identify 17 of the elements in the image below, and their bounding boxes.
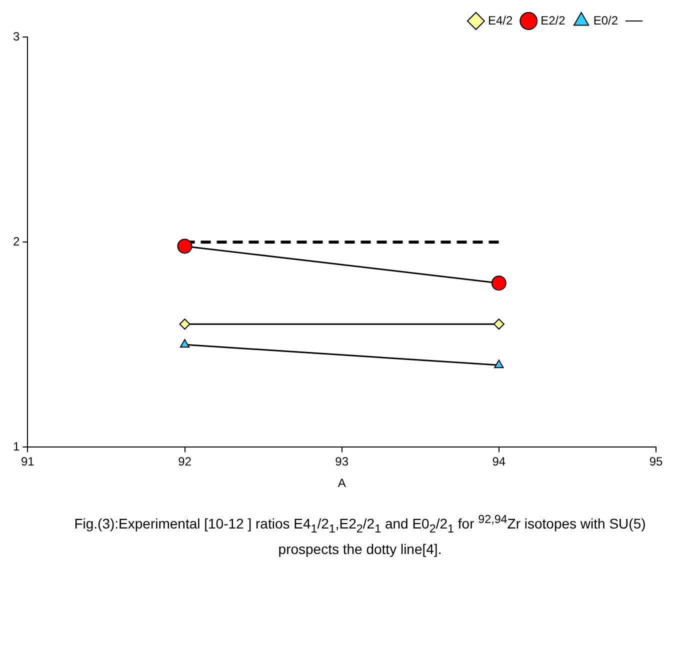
point (179, 318, 190, 330)
x-tick-label: 93 (335, 454, 349, 469)
x-tick-label: 91 (20, 454, 35, 469)
x-tick-label: 92 (178, 454, 192, 469)
legend-label: E4/2 (488, 13, 513, 28)
text: Fig.(3):Experimental [10-12 ] ratios E4$_{1}$/2$_{1}$,E2$_{2}$/2$_{1}$ and E0$_{2}$/2$_{1}$ for $^{92,94}$Zr isotopes with SU(5) prospects the dotty line[4]. (74, 513, 646, 558)
x-tick-label: 95 (649, 454, 663, 469)
y-tick-label: 2 (12, 234, 20, 248)
x-tick-label: 94 (492, 454, 506, 469)
x-axis-title: A (338, 476, 346, 490)
point (491, 276, 506, 291)
point (493, 318, 504, 330)
y-tick-label: 1 (12, 440, 20, 454)
legend-label: E0/2 (593, 13, 618, 28)
legend-label: E2/2 (540, 13, 566, 28)
y-tick-label: 3 (12, 29, 20, 44)
point (177, 238, 192, 254)
